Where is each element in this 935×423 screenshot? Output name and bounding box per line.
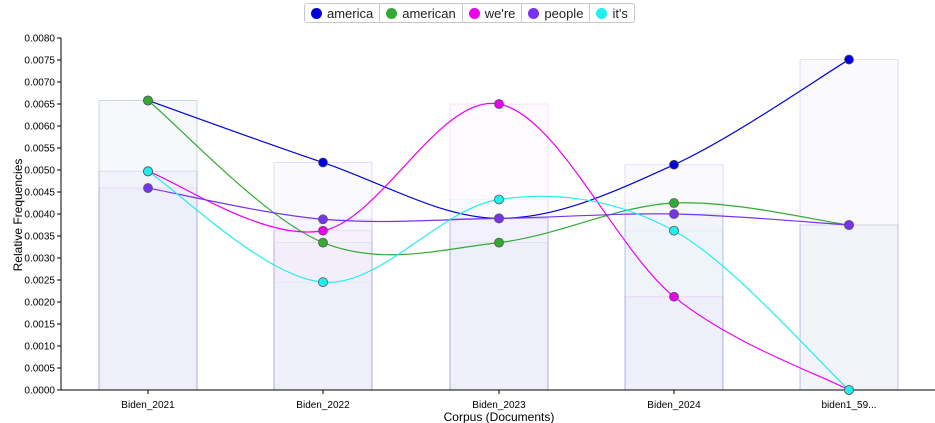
data-point[interactable] xyxy=(494,237,504,248)
data-point[interactable] xyxy=(669,291,679,302)
y-tick-label: 0.0000 xyxy=(24,386,55,397)
y-tick-label: 0.0030 xyxy=(24,254,55,265)
legend-label: people xyxy=(544,5,584,21)
x-tick-label: Biden_2024 xyxy=(647,400,701,411)
y-tick-label: 0.0025 xyxy=(24,276,55,287)
data-point[interactable] xyxy=(318,237,328,248)
legend-swatch xyxy=(311,7,322,19)
y-tick-label: 0.0050 xyxy=(24,166,55,177)
legend-label: america xyxy=(327,5,374,21)
bar xyxy=(273,281,373,391)
legend-item[interactable]: american xyxy=(380,4,463,22)
bars-layer xyxy=(98,59,899,391)
legend-item[interactable]: it's xyxy=(590,4,633,22)
legend-label: we're xyxy=(484,5,516,21)
x-tick-label: biden1_59... xyxy=(821,400,876,411)
y-tick-label: 0.0045 xyxy=(24,188,55,199)
y-tick-label: 0.0070 xyxy=(24,78,55,89)
data-point[interactable] xyxy=(318,214,328,225)
data-point[interactable] xyxy=(318,225,328,236)
legend-item[interactable]: we're xyxy=(463,4,523,22)
bar xyxy=(799,224,899,391)
data-point[interactable] xyxy=(143,95,153,106)
y-tick-label: 0.0080 xyxy=(24,34,55,45)
legend-swatch xyxy=(528,7,540,19)
data-point[interactable] xyxy=(669,198,679,208)
data-point[interactable] xyxy=(143,166,153,177)
legend-item[interactable]: people xyxy=(522,4,591,22)
legend-swatch xyxy=(386,7,398,19)
data-point[interactable] xyxy=(318,277,328,288)
data-point[interactable] xyxy=(494,213,504,224)
legend: america american we're people it's xyxy=(304,3,635,23)
points-layer xyxy=(143,54,854,395)
data-point[interactable] xyxy=(143,183,153,193)
y-axis-title: Relative Frequencies xyxy=(11,159,25,272)
y-tick-label: 0.0010 xyxy=(24,342,55,353)
y-tick-label: 0.0035 xyxy=(24,232,55,243)
x-tick-label: Biden_2023 xyxy=(472,400,526,411)
data-point[interactable] xyxy=(844,385,854,395)
bar xyxy=(449,198,549,391)
x-tick-label: Biden_2021 xyxy=(121,400,175,411)
data-point[interactable] xyxy=(844,54,854,65)
y-tick-label: 0.0005 xyxy=(24,364,55,375)
y-tick-label: 0.0060 xyxy=(24,122,55,133)
y-tick-label: 0.0040 xyxy=(24,210,55,221)
legend-item[interactable]: america xyxy=(305,4,381,22)
y-tick-label: 0.0065 xyxy=(24,100,55,111)
data-point[interactable] xyxy=(669,159,679,170)
legend-swatch xyxy=(468,7,480,19)
y-tick-label: 0.0020 xyxy=(24,298,55,309)
data-point[interactable] xyxy=(494,194,504,205)
y-tick-label: 0.0055 xyxy=(24,144,55,155)
data-point[interactable] xyxy=(844,220,854,230)
bar xyxy=(98,170,198,391)
y-tick-label: 0.0075 xyxy=(24,56,55,67)
legend-label: it's xyxy=(612,5,628,21)
x-tick-label: Biden_2022 xyxy=(296,400,350,411)
data-point[interactable] xyxy=(318,157,328,168)
legend-swatch xyxy=(596,7,608,19)
y-tick-label: 0.0015 xyxy=(24,320,55,331)
data-point[interactable] xyxy=(669,225,679,236)
axes-layer: 0.0000 0.0005 0.0010 0.0015 0.0020 0.0025 0.00… xyxy=(24,34,935,411)
data-point[interactable] xyxy=(669,209,679,219)
x-axis-title: Corpus (Documents) xyxy=(444,410,555,423)
legend-label: american xyxy=(402,5,456,21)
data-point[interactable] xyxy=(494,99,504,109)
